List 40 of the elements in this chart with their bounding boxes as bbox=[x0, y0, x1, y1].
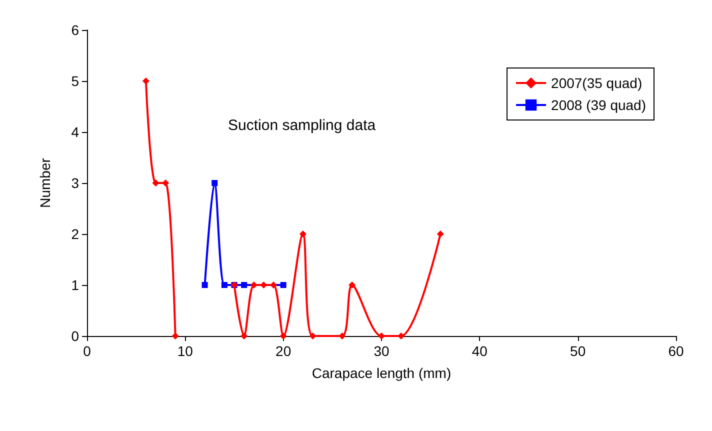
annotation: Suction sampling data bbox=[228, 117, 376, 134]
y-tick-label: 6 bbox=[71, 22, 80, 38]
x-tick-label: 30 bbox=[374, 343, 390, 359]
x-tick-label: 40 bbox=[472, 343, 488, 359]
x-tick-label: 60 bbox=[668, 343, 684, 359]
point bbox=[338, 332, 346, 340]
y-tick-label: 1 bbox=[71, 277, 80, 293]
y-tick-label: 0 bbox=[71, 328, 80, 344]
x-tick-label: 20 bbox=[276, 343, 292, 359]
y-tick-label: 4 bbox=[71, 124, 80, 140]
point bbox=[280, 282, 286, 288]
point bbox=[280, 332, 287, 340]
point bbox=[172, 332, 179, 340]
point bbox=[212, 180, 218, 186]
point bbox=[348, 282, 356, 288]
point bbox=[142, 78, 150, 84]
x-tick-label: 50 bbox=[570, 343, 586, 359]
legend-label: 2007(35 quad) bbox=[551, 75, 642, 91]
point bbox=[260, 282, 268, 288]
point bbox=[240, 332, 248, 340]
point bbox=[299, 230, 306, 238]
point bbox=[162, 180, 170, 186]
x-tick-label: 0 bbox=[83, 343, 92, 359]
y-tick-label: 3 bbox=[71, 175, 80, 191]
point bbox=[309, 332, 316, 340]
x-tick-label: 10 bbox=[177, 343, 194, 359]
point bbox=[221, 282, 228, 288]
point bbox=[152, 180, 160, 186]
legend-label: 2008 (39 quad) bbox=[551, 97, 646, 113]
x-axis-title: Carapace length (mm) bbox=[312, 365, 452, 381]
y-axis-title: Number bbox=[37, 158, 53, 208]
point bbox=[398, 332, 405, 340]
point bbox=[436, 230, 444, 238]
point bbox=[241, 282, 248, 288]
point bbox=[378, 332, 385, 340]
y-tick-label: 2 bbox=[71, 226, 80, 242]
point bbox=[250, 282, 258, 288]
point bbox=[202, 282, 208, 288]
y-tick-label: 5 bbox=[71, 73, 80, 89]
point bbox=[270, 282, 278, 288]
